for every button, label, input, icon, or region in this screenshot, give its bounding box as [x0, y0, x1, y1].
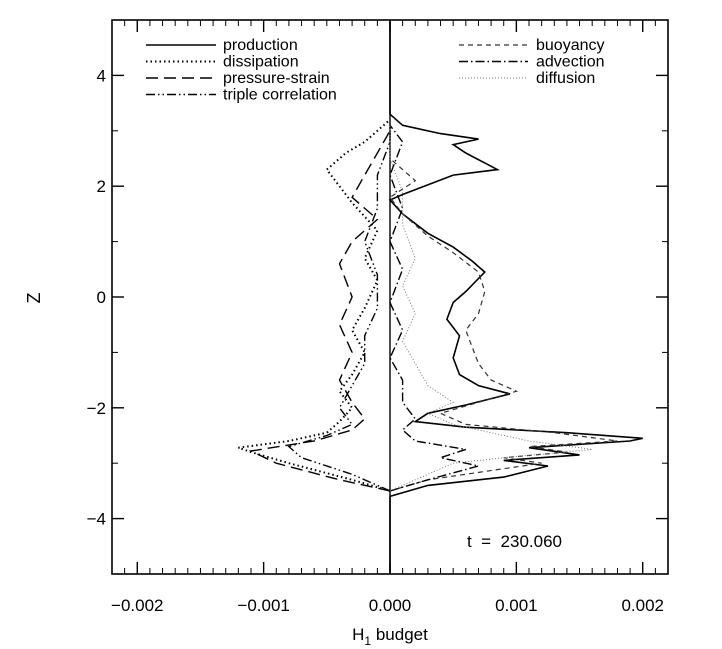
- y-tick-label: 4: [97, 66, 106, 85]
- x-tick-label: −0.001: [237, 596, 289, 615]
- x-axis-label-subscript: 1: [364, 634, 371, 648]
- series-line-pressure-strain: [248, 130, 391, 492]
- series-line-dissipation: [238, 118, 391, 492]
- legend-label-dissipation: dissipation: [223, 54, 299, 71]
- legend-label-buoyancy: buoyancy: [536, 37, 605, 54]
- x-axis-label-rest: budget: [371, 625, 428, 644]
- x-tick-label: 0.001: [495, 596, 538, 615]
- time-annotation: t = 230.060: [467, 532, 562, 551]
- series-line-triple-correlation: [287, 125, 391, 492]
- x-axis-label: H1 budget: [352, 625, 428, 648]
- series-line-advection: [389, 124, 479, 492]
- series-line-production: [388, 20, 643, 574]
- legend-label-pressure-strain: pressure-strain: [223, 70, 330, 87]
- y-tick-label: 2: [97, 177, 106, 196]
- y-tick-label: 0: [97, 288, 106, 307]
- legend-label-diffusion: diffusion: [536, 70, 595, 87]
- legend-label-triple-correlation: triple correlation: [223, 87, 337, 104]
- x-tick-label: 0.002: [621, 596, 664, 615]
- y-tick-label: −4: [87, 510, 106, 529]
- axis-ticks: −0.002 −0.001 0.000 0.001 0.002 −4 −2 0 2 4: [87, 19, 669, 615]
- x-tick-label: −0.002: [111, 596, 163, 615]
- legend: productiondissipationpressure-straintrip…: [146, 37, 605, 104]
- y-axis-label: Z: [24, 293, 44, 304]
- legend-label-production: production: [223, 37, 298, 54]
- legend-label-advection: advection: [536, 54, 605, 71]
- series-line-diffusion: [389, 125, 593, 492]
- x-axis-label-main: H: [352, 625, 364, 644]
- series-line-buoyancy: [389, 130, 618, 492]
- y-tick-label: −2: [87, 399, 106, 418]
- series-group: [238, 20, 643, 574]
- x-tick-label: 0.000: [369, 596, 412, 615]
